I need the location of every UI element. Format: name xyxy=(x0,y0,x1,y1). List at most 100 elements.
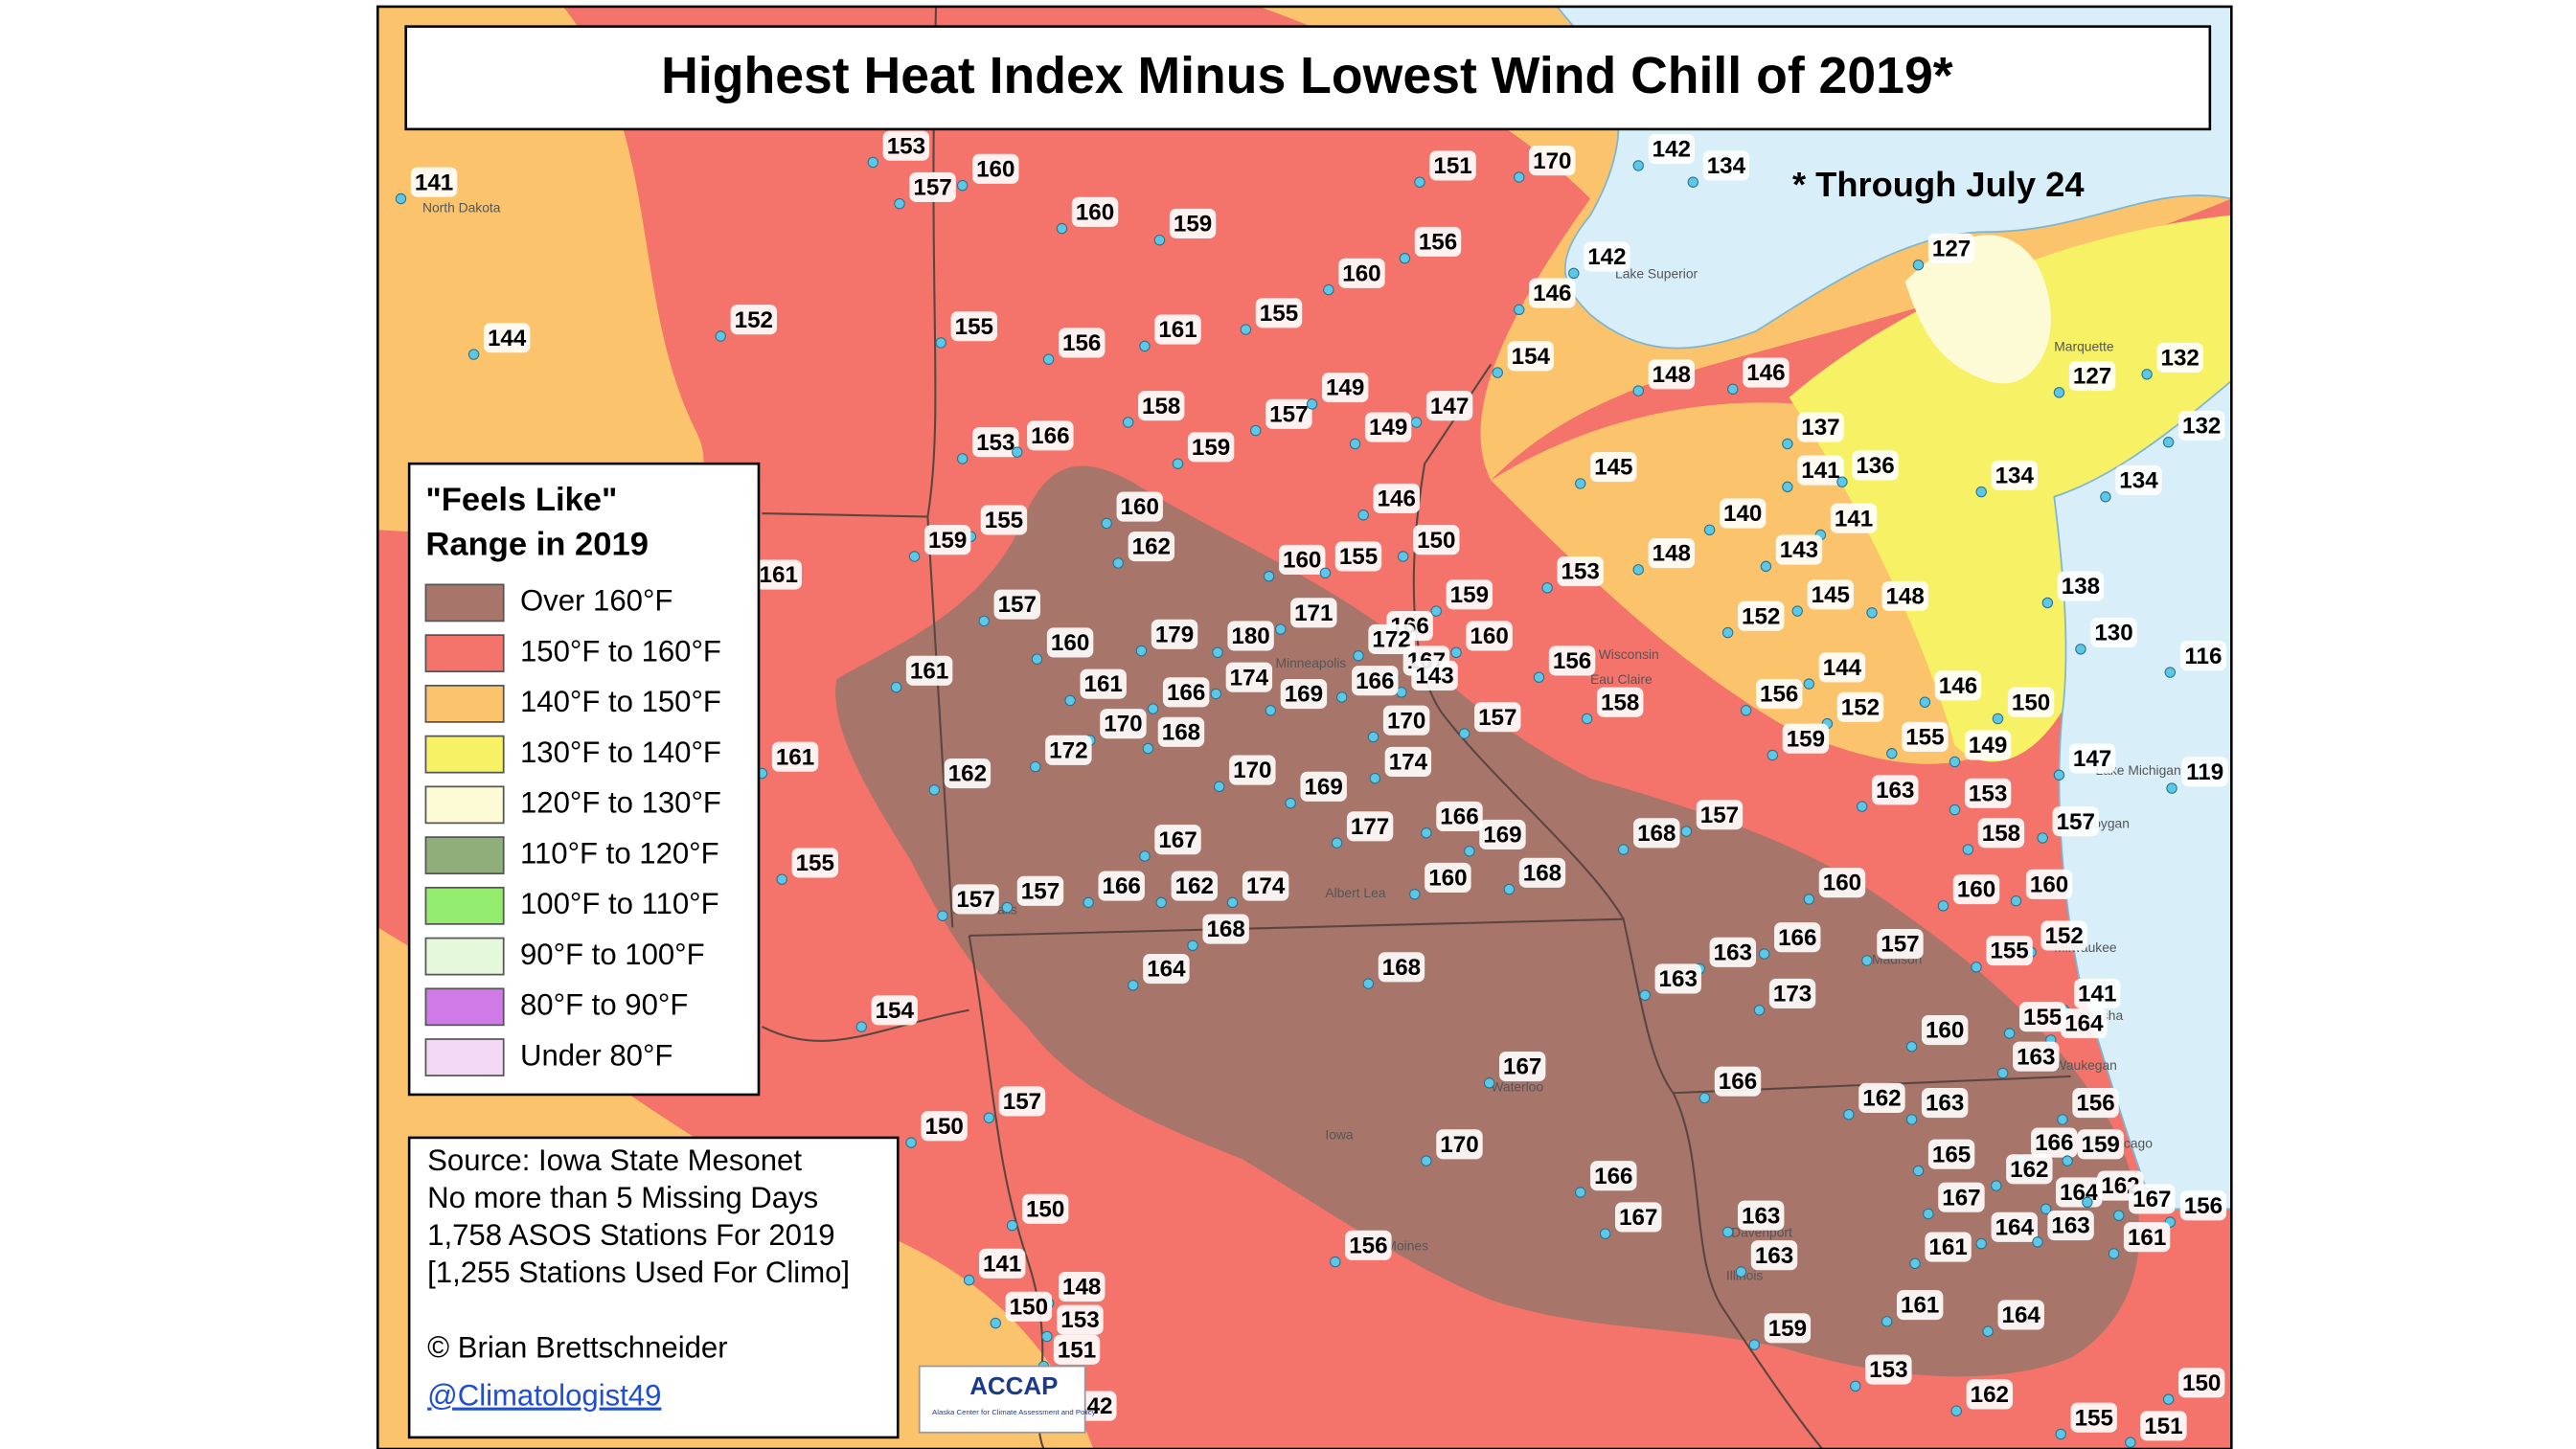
station-value: 155 xyxy=(796,850,834,876)
station-dot xyxy=(1153,235,1166,246)
station-dot xyxy=(1843,1109,1855,1121)
station-value: 141 xyxy=(2078,982,2116,1008)
station-value: 174 xyxy=(1246,873,1286,899)
logo-text: Alaska Center for Climate Assessment and… xyxy=(932,1408,1096,1416)
station-label-bg xyxy=(2057,571,2105,601)
station-label-bg xyxy=(1557,555,1604,587)
station-dot xyxy=(1912,259,1925,271)
station-dot xyxy=(1721,1226,1734,1238)
station-label-bg xyxy=(1229,755,1276,785)
station-dot xyxy=(2113,1210,2125,1221)
station-label-bg xyxy=(1818,652,1866,683)
station-label-bg xyxy=(1053,1334,1101,1365)
station-label-bg xyxy=(2177,1368,2225,1398)
station-dot xyxy=(1240,324,1252,335)
twitter-link[interactable]: @Climatologist49 xyxy=(427,1379,661,1413)
station-label-bg xyxy=(1098,871,1145,901)
station-label-bg xyxy=(1997,1300,2044,1330)
station-dot xyxy=(1727,383,1739,396)
station-value: 153 xyxy=(1869,1357,1907,1383)
station-value: 116 xyxy=(2184,644,2222,669)
station-dot xyxy=(1919,696,1931,708)
station-label-bg xyxy=(2047,1211,2094,1241)
station-value: 146 xyxy=(1533,281,1571,306)
station-value: 156 xyxy=(1760,682,1798,708)
station-dot xyxy=(1856,801,1868,812)
station-value: 147 xyxy=(1430,394,1469,419)
station-label-bg xyxy=(1265,398,1312,429)
station-dot xyxy=(1263,571,1275,582)
station-value: 174 xyxy=(1389,750,1428,776)
station-value: 158 xyxy=(1142,394,1180,419)
station-label-bg xyxy=(1202,914,1249,944)
station-label-bg xyxy=(1242,871,1289,901)
station-dot xyxy=(1056,222,1068,235)
station-label-bg xyxy=(1648,537,1696,569)
station-dot xyxy=(1128,980,1139,991)
station-value: 161 xyxy=(776,744,814,770)
station-label-bg xyxy=(1921,1088,1969,1119)
station-value: 156 xyxy=(1419,230,1457,256)
station-dot xyxy=(2166,782,2177,794)
station-value: 160 xyxy=(1823,871,1861,896)
station-label-bg xyxy=(1169,208,1217,238)
station-label-bg xyxy=(1797,412,1844,442)
station-label-bg xyxy=(1138,391,1185,421)
station-label-bg xyxy=(978,1248,1026,1279)
station-label-bg xyxy=(2007,687,2055,717)
station-value: 148 xyxy=(1653,541,1691,567)
station-value: 168 xyxy=(1382,955,1421,981)
station-label-bg xyxy=(1858,1082,1905,1113)
station-dot xyxy=(1782,438,1793,450)
station-label-bg xyxy=(2177,410,2225,441)
station-value: 170 xyxy=(1104,712,1142,737)
station-dot xyxy=(1492,367,1503,378)
station-dot xyxy=(2041,597,2054,609)
station-dot xyxy=(1680,826,1693,837)
station-label-bg xyxy=(1300,771,1347,802)
station-label-bg xyxy=(1774,922,1821,953)
station-value: 166 xyxy=(1778,925,1816,951)
legend-title: "Feels Like" xyxy=(425,482,617,518)
station-label-bg xyxy=(1446,579,1493,610)
station-label-bg xyxy=(1058,328,1106,358)
station-value: 152 xyxy=(735,307,773,333)
station-value: 150 xyxy=(2182,1370,2221,1396)
station-dot xyxy=(1949,804,1961,816)
station-dot xyxy=(1909,1257,1921,1270)
station-label-bg xyxy=(1865,1354,1912,1385)
station-value: 148 xyxy=(1062,1275,1101,1301)
station-label-bg xyxy=(909,171,956,202)
station-label-bg xyxy=(1991,1211,2038,1242)
station-dot xyxy=(1030,760,1041,773)
station-value: 152 xyxy=(1742,603,1780,629)
station-value: 137 xyxy=(1801,415,1839,441)
station-dot xyxy=(1410,417,1423,428)
station-dot xyxy=(2162,1393,2175,1405)
station-label-bg xyxy=(2074,978,2121,1009)
station-label-bg xyxy=(1278,544,1326,576)
station-label-bg xyxy=(1702,150,1750,181)
station-label-bg xyxy=(2129,1184,2176,1214)
station-dot xyxy=(2053,769,2065,781)
station-dot xyxy=(1617,844,1630,855)
station-value: 179 xyxy=(1155,622,1194,647)
station-dot xyxy=(1006,1219,1018,1232)
station-label-bg xyxy=(1897,1290,1944,1321)
legend-label: 130°F to 140°F xyxy=(520,736,721,769)
station-value: 170 xyxy=(1387,708,1425,734)
station-label-bg xyxy=(1425,391,1473,421)
station-dot xyxy=(2037,832,2048,844)
station-value: 141 xyxy=(1835,506,1873,532)
station-value: 134 xyxy=(1707,153,1746,179)
station-dot xyxy=(1996,1067,2009,1079)
station-dot xyxy=(2057,1114,2068,1125)
station-dot xyxy=(1735,1266,1747,1278)
legend-label: 80°F to 90°F xyxy=(520,988,688,1022)
station-dot xyxy=(1687,176,1699,188)
station-value: 163 xyxy=(1755,1243,1793,1269)
stations: 141 153 160 157 160 159 151 170 142 134 156 160 142 1… xyxy=(395,130,2228,1448)
station-dot xyxy=(1187,940,1198,952)
station-value: 169 xyxy=(1483,823,1521,849)
